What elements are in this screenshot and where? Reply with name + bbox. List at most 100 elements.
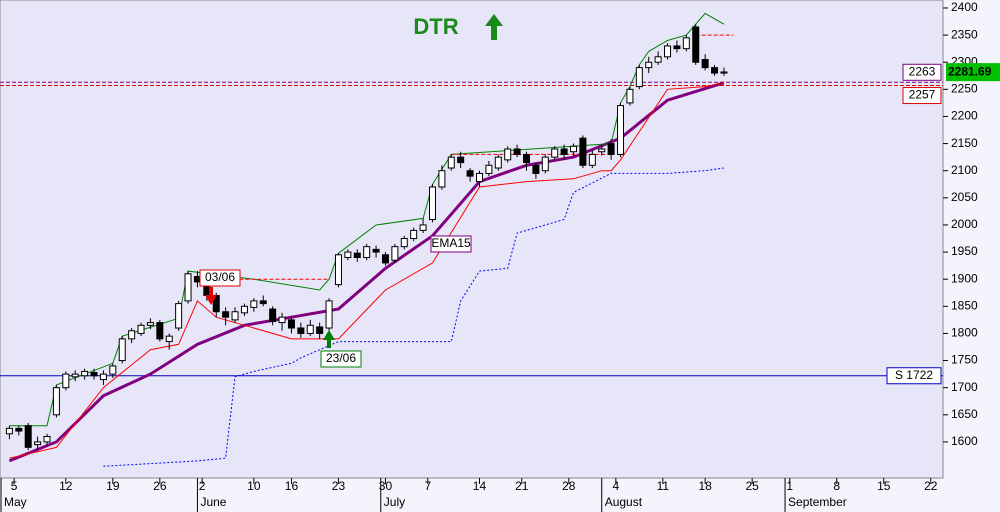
annotation: EMA15 (431, 236, 471, 250)
candle-body (635, 67, 643, 88)
y-tick-label: 1650 (951, 407, 978, 421)
title-arrow (485, 14, 503, 40)
indicator-line (9, 82, 724, 459)
month-label: May (4, 495, 27, 509)
candle-body (381, 254, 389, 264)
x-tick-label: 14 (473, 479, 487, 493)
x-tick-label: 4 (612, 479, 619, 493)
candle-body (325, 300, 333, 329)
candle-body (334, 254, 342, 286)
candle-body (523, 153, 531, 164)
candle-body (62, 373, 70, 389)
candle-body (184, 273, 192, 302)
candle-body (504, 148, 512, 161)
annotation: 03/06 (205, 270, 235, 284)
candle-body (81, 370, 89, 377)
candle-body (673, 45, 681, 50)
y-tick-label: 2350 (951, 27, 978, 41)
candle-body (363, 246, 371, 258)
x-tick-label: 30 (379, 479, 393, 493)
candle-body (231, 311, 239, 321)
y-tick-label: 2150 (951, 136, 978, 150)
candle-body (457, 156, 465, 164)
y-tick-label: 2200 (951, 109, 978, 123)
signal-arrow (205, 287, 217, 305)
candle-body (654, 56, 662, 63)
annotation-box (430, 235, 472, 253)
x-tick-label: 15 (877, 479, 891, 493)
candle-body (137, 324, 145, 334)
y-tick-label: 2250 (951, 82, 978, 96)
candle-body (222, 311, 230, 318)
candle-body (344, 251, 352, 258)
candle-body (43, 436, 51, 443)
candle-body (711, 67, 719, 74)
candle-body (692, 26, 700, 63)
candle-body (52, 387, 60, 416)
y-tick-label: 1850 (951, 298, 978, 312)
candle-body (645, 61, 653, 69)
y-tick-label: 1950 (951, 244, 978, 258)
x-tick-label: 19 (106, 479, 120, 493)
x-tick-label: 18 (698, 479, 712, 493)
x-tick-label: 7 (424, 479, 431, 493)
candle-body (99, 373, 107, 381)
candle-body (560, 148, 568, 155)
chart-title: DTR (413, 14, 458, 39)
candle-body (24, 425, 32, 448)
candle-body (118, 338, 126, 362)
y-tick-label: 1800 (951, 326, 978, 340)
candle-body (165, 335, 173, 343)
signal-arrow (323, 330, 335, 348)
candle-body (128, 330, 136, 340)
x-tick-label: 21 (515, 479, 529, 493)
x-tick-label: 5 (11, 479, 18, 493)
x-tick-label: 8 (833, 479, 840, 493)
x-tick-label: 25 (745, 479, 759, 493)
candle-body (626, 88, 634, 104)
x-tick-label: 23 (332, 479, 346, 493)
y-tick-label: 2100 (951, 163, 978, 177)
candle-body (34, 441, 42, 446)
month-label: June (200, 495, 226, 509)
candle-body (15, 427, 23, 432)
candle-body (306, 324, 314, 334)
x-tick-label: 2 (199, 479, 206, 493)
annotation-box (199, 269, 241, 287)
candle-body (447, 156, 455, 169)
indicator-line (8, 81, 725, 463)
candle-body (297, 327, 305, 334)
candle-body (541, 156, 549, 172)
candle-body (475, 172, 483, 183)
month-label: July (384, 495, 405, 509)
candle-body (278, 316, 286, 324)
candle-body (156, 322, 164, 340)
candle-body (579, 137, 587, 166)
candle-body (720, 71, 728, 74)
candle-body (588, 153, 596, 166)
candle-body (259, 300, 267, 305)
candle-body (485, 164, 493, 174)
candle-body (532, 164, 540, 174)
line-label: 2257 (909, 88, 936, 102)
candle-body (269, 308, 277, 323)
x-tick-label: 16 (285, 479, 299, 493)
y-tick-label: 2000 (951, 217, 978, 231)
line-label-box (886, 367, 942, 385)
candle-body (607, 143, 615, 155)
candle-body (598, 148, 606, 153)
candle-body (513, 148, 521, 155)
x-tick-label: 12 (59, 479, 73, 493)
line-label-box (902, 87, 942, 105)
candle-body (410, 229, 418, 240)
candle-body (617, 105, 625, 155)
candle-body (316, 326, 324, 334)
candle-body (391, 246, 399, 261)
candle-body (438, 170, 446, 188)
candle-body (175, 303, 183, 329)
candle-body (400, 238, 408, 248)
candle-body (109, 365, 117, 375)
candle-body (494, 156, 502, 169)
month-label: August (605, 495, 643, 509)
